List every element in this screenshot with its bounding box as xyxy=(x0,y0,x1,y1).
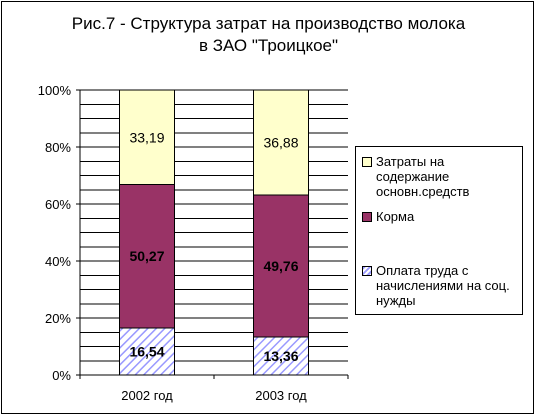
bar-segment xyxy=(119,327,175,376)
bar-segment xyxy=(119,184,175,329)
data-label: 16,54 xyxy=(129,343,164,359)
legend-label-fixed-assets-3: основн.средств xyxy=(376,184,470,199)
chart-legend: Затраты на содержание основн.средств Кор… xyxy=(355,146,523,315)
x-tick-label: 2003 год xyxy=(255,388,307,403)
y-tick-label: 100% xyxy=(38,83,72,98)
legend-label-labor-1: Оплата труда с xyxy=(376,263,469,278)
legend-label-labor-2: начислениями на соц. xyxy=(376,278,510,293)
bar-segment xyxy=(253,89,309,196)
legend-swatch-labor xyxy=(362,266,372,276)
y-tick-label: 60% xyxy=(45,197,71,212)
y-tick-label: 40% xyxy=(45,254,71,269)
data-label: 50,27 xyxy=(129,248,164,264)
legend-label-fixed-assets-2: содержание xyxy=(376,169,450,184)
data-label: 49,76 xyxy=(263,258,298,274)
bar-segment xyxy=(119,89,175,186)
y-tick-label: 20% xyxy=(45,311,71,326)
legend-swatch-fixed-assets xyxy=(362,157,372,167)
legend-label-fixed-assets-1: Затраты на xyxy=(376,154,445,169)
legend-label-feed: Корма xyxy=(376,209,415,224)
data-label: 36,88 xyxy=(263,135,298,151)
legend-swatch-feed xyxy=(362,212,372,222)
x-tick-label: 2002 год xyxy=(121,388,173,403)
chart-title-line2: в ЗАО "Троицкое" xyxy=(198,36,339,55)
y-tick-label: 80% xyxy=(45,140,71,155)
y-tick-label: 0% xyxy=(52,368,71,383)
legend-label-labor-3: нужды xyxy=(376,293,416,308)
bar-segment xyxy=(253,194,309,338)
data-label: 33,19 xyxy=(129,129,164,145)
chart-title-line1: Рис.7 - Структура затрат на производство… xyxy=(71,14,466,33)
data-label: 13,36 xyxy=(263,348,298,364)
